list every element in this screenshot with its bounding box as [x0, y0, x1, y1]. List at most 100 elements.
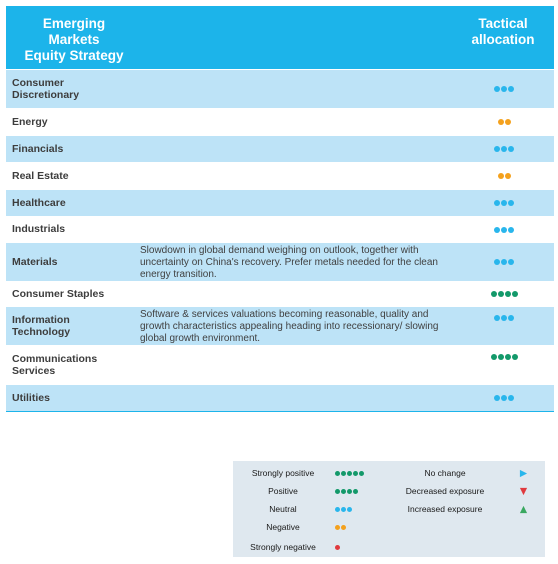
table-row: Real Estate — [6, 163, 554, 189]
table-title: Emerging Markets Equity Strategy — [24, 16, 124, 63]
allocation-dot — [490, 291, 497, 297]
allocation-dot — [504, 173, 511, 179]
sector-label: Materials — [12, 255, 58, 268]
legend-dot — [347, 506, 352, 512]
allocation-dot — [494, 200, 500, 206]
allocation-dots — [474, 346, 534, 384]
legend-dot — [341, 524, 346, 530]
allocation-dots — [474, 163, 534, 189]
allocation-dots — [474, 282, 534, 306]
legend-rating-dots — [335, 484, 358, 498]
sector-label: Information Technology — [12, 313, 71, 339]
allocation-dot — [508, 395, 514, 401]
sector-comment: Slowdown in global demand weighing on ou… — [140, 245, 438, 280]
legend-rating-dots — [335, 520, 346, 534]
legend-rating-label: Strongly negative — [250, 542, 316, 552]
legend-dot — [353, 470, 358, 476]
allocation-dot — [497, 354, 504, 360]
table-row: Consumer Discretionary — [6, 70, 554, 108]
table-row: Healthcare — [6, 190, 554, 216]
allocation-dots — [474, 70, 534, 108]
legend-dot — [341, 488, 346, 494]
table-row: Materials Slowdown in global demand weig… — [6, 243, 554, 281]
legend-rating-label: Strongly positive — [251, 468, 315, 478]
legend-dot — [347, 470, 352, 476]
sector-label: Utilities — [12, 391, 50, 404]
sector-label: Energy — [12, 115, 48, 128]
table-row: Information Technology Software & servic… — [6, 307, 554, 345]
legend-dot — [335, 506, 340, 512]
allocation-dots — [474, 109, 534, 135]
sector-label: Healthcare — [12, 196, 66, 209]
allocation-dot — [490, 354, 497, 360]
allocation-dot — [508, 226, 514, 233]
allocation-dot — [504, 354, 511, 360]
allocation-dot — [494, 395, 500, 401]
table-row: Financials — [6, 136, 554, 162]
table-row: Utilities — [6, 385, 554, 411]
legend-change-label: Decreased exposure — [405, 486, 485, 496]
allocation-dot — [501, 200, 507, 206]
allocation-dots — [474, 307, 534, 345]
allocation-dot — [508, 86, 514, 92]
sector-label: Real Estate — [12, 169, 69, 182]
table-bottom-rule — [6, 411, 554, 412]
legend-rating-dots — [335, 466, 364, 480]
allocation-dot — [501, 395, 507, 401]
allocation-dot — [504, 119, 511, 125]
allocation-dot — [497, 173, 504, 179]
right-triangle-icon — [519, 466, 528, 480]
allocation-dots — [474, 385, 534, 411]
legend-dot — [347, 488, 352, 494]
sector-label: Financials — [12, 142, 64, 155]
legend-dot — [335, 544, 340, 550]
sector-label: Communications Services — [12, 352, 98, 378]
allocation-dot — [508, 146, 514, 152]
allocation-dot — [511, 291, 518, 297]
legend-dot — [359, 470, 364, 476]
legend-dot — [335, 470, 340, 476]
table-header: Emerging Markets Equity Strategy Tactica… — [6, 6, 554, 69]
allocation-dot — [511, 354, 518, 360]
table-row: Communications Services — [6, 346, 554, 384]
sector-label: Industrials — [12, 223, 66, 236]
table-row: Industrials — [6, 217, 554, 242]
sector-comment: Software & services valuations becoming … — [140, 309, 439, 344]
allocation-dot — [494, 259, 500, 265]
legend-dot — [335, 488, 340, 494]
legend-change-label: No change — [424, 468, 466, 478]
allocation-dot — [501, 226, 507, 233]
allocation-dot — [508, 315, 514, 321]
legend-dot — [353, 488, 358, 494]
allocation-dots — [474, 243, 534, 281]
allocation-dots — [474, 217, 534, 242]
up-triangle-icon — [519, 502, 528, 516]
legend-dot — [335, 524, 340, 530]
legend-dot — [341, 470, 346, 476]
allocation-dot — [494, 86, 500, 92]
legend-change-label: Increased exposure — [407, 504, 483, 514]
legend-rating-label: Positive — [268, 486, 298, 496]
sector-label: Consumer Discretionary — [12, 76, 80, 102]
allocation-dot — [494, 226, 500, 233]
allocation-dot — [501, 259, 507, 265]
legend-rating-dots — [335, 540, 340, 554]
allocation-dot — [504, 291, 511, 297]
allocation-dot — [494, 315, 500, 321]
allocation-dot — [501, 315, 507, 321]
legend-dot — [341, 506, 346, 512]
sector-label: Consumer Staples — [12, 287, 105, 300]
allocation-dots — [474, 190, 534, 216]
legend: Strongly positive Positive Neutral Negat… — [233, 461, 545, 557]
allocation-dot — [508, 259, 514, 265]
legend-rating-label: Neutral — [269, 504, 297, 514]
legend-rating-label: Negative — [266, 522, 300, 532]
legend-rating-dots — [335, 502, 352, 516]
allocation-dot — [508, 200, 514, 206]
allocation-dot — [497, 119, 504, 125]
allocation-dot — [497, 291, 504, 297]
allocation-dot — [501, 146, 507, 152]
down-triangle-icon — [519, 484, 528, 498]
allocation-dot — [501, 86, 507, 92]
allocation-dots — [474, 136, 534, 162]
